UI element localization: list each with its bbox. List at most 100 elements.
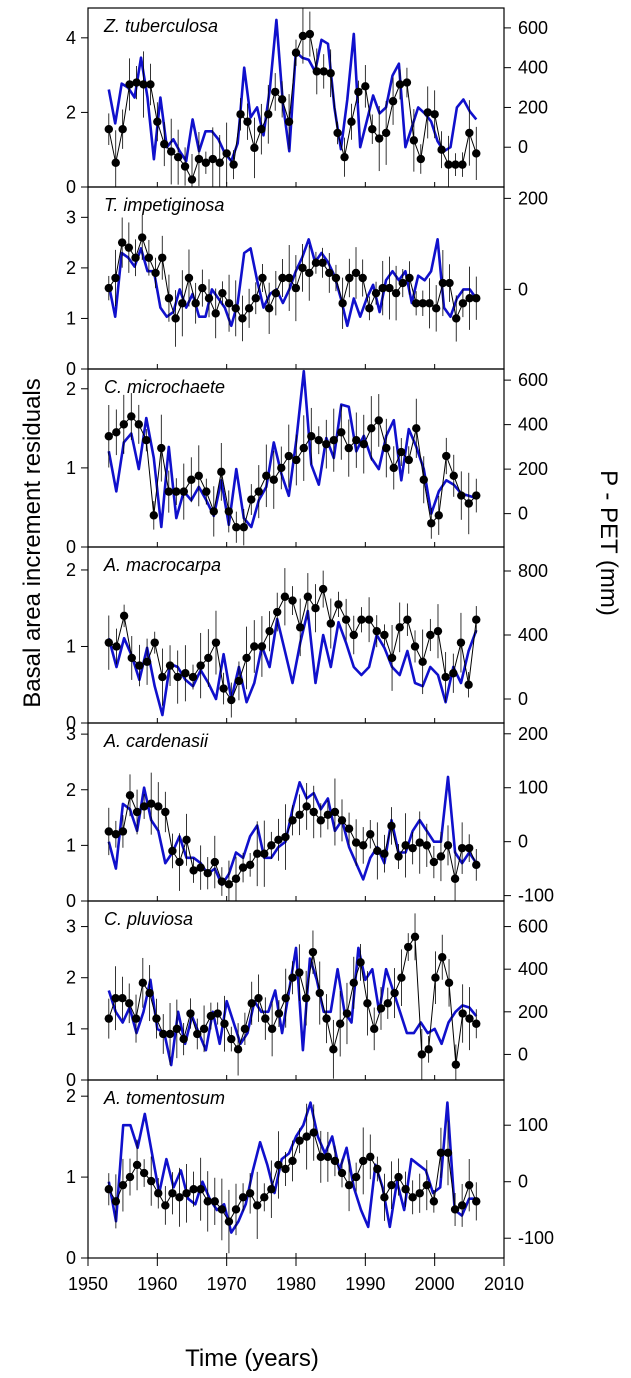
bai-point: [383, 999, 393, 1008]
bai-point: [281, 832, 290, 842]
bai-point: [111, 158, 120, 167]
bai-point: [161, 1201, 170, 1210]
bai-point: [284, 451, 293, 461]
bai-point: [164, 294, 174, 303]
left-y-tick-label: 2: [66, 102, 76, 122]
bai-point: [298, 263, 307, 273]
bai-point: [323, 810, 333, 819]
bai-point: [175, 1193, 184, 1202]
bai-point: [227, 695, 236, 705]
bai-point: [457, 491, 466, 500]
bai-point: [194, 471, 203, 480]
left-y-tick-label: 0: [66, 177, 76, 197]
bai-point: [465, 843, 474, 853]
bai-point: [363, 999, 372, 1008]
bai-point: [218, 288, 227, 298]
bai-point: [366, 830, 375, 839]
left-y-tick-label: 1: [66, 458, 76, 478]
bai-point: [472, 294, 481, 303]
bai-point: [250, 143, 259, 153]
bai-point: [201, 158, 211, 167]
bai-point: [231, 304, 240, 313]
bai-point: [398, 278, 407, 288]
bai-point: [423, 108, 432, 117]
bai-point: [247, 495, 256, 504]
bai-point: [211, 638, 221, 647]
bai-point: [381, 128, 391, 138]
bai-point: [434, 511, 443, 520]
left-y-tick-label: 2: [66, 968, 76, 988]
bai-point: [357, 615, 366, 624]
bai-point: [196, 1185, 205, 1194]
bai-point: [179, 487, 188, 496]
bai-point: [186, 1009, 195, 1018]
bai-point: [131, 1014, 141, 1023]
bai-point: [180, 162, 190, 171]
bai-point: [127, 412, 136, 421]
bai-point: [135, 661, 144, 670]
bai-point: [257, 642, 267, 651]
left-y-tick-label: 0: [66, 1248, 76, 1268]
bai-point: [118, 1180, 128, 1190]
bai-point: [361, 82, 370, 91]
panel-title: T. impetiginosa: [104, 195, 224, 215]
bai-point: [380, 1193, 389, 1202]
bai-point: [264, 304, 274, 313]
bai-point: [118, 124, 127, 134]
bai-point: [219, 684, 228, 693]
bai-point: [204, 294, 214, 303]
bai-point: [158, 253, 167, 262]
bai-point: [211, 309, 220, 318]
bai-point: [437, 145, 446, 154]
left-y-tick-label: 1: [66, 835, 76, 855]
bai-point: [412, 424, 421, 433]
bai-point: [451, 1060, 461, 1069]
bai-point: [378, 283, 387, 293]
bai-point: [344, 1180, 354, 1190]
left-y-tick-label: 0: [66, 537, 76, 557]
bai-point: [260, 849, 269, 858]
bai-point: [152, 1014, 161, 1023]
bai-point: [104, 432, 114, 441]
bai-point: [464, 499, 473, 508]
left-y-tick-label: 3: [66, 207, 76, 227]
bai-point: [240, 1024, 250, 1034]
bai-point: [175, 857, 184, 867]
bai-point: [111, 993, 120, 1003]
bai-point: [375, 134, 384, 143]
bai-point: [457, 1201, 467, 1210]
bai-point: [242, 653, 251, 663]
bai-point: [337, 816, 347, 825]
right-y-tick-label: 600: [518, 18, 548, 38]
bai-point: [458, 299, 468, 308]
bai-point: [376, 1004, 386, 1013]
bai-point: [359, 439, 368, 449]
bai-point: [431, 973, 440, 982]
bai-point: [344, 443, 353, 453]
bai-point: [380, 630, 389, 640]
bai-point: [433, 626, 443, 636]
bai-point: [422, 841, 431, 850]
right-y-tick-label: 0: [518, 689, 528, 709]
bai-point: [449, 669, 458, 678]
x-axis-tick-label: 2000: [415, 1274, 455, 1294]
bai-point: [429, 1197, 439, 1206]
bai-point: [371, 288, 381, 298]
bai-point: [220, 1019, 229, 1028]
bai-point: [258, 273, 267, 283]
bai-point: [227, 1034, 236, 1044]
panel: 0 1 2 3 0 200 400 600 C. pluviosa: [66, 900, 548, 1090]
bai-point: [159, 1029, 168, 1039]
bai-point: [210, 1197, 219, 1206]
bai-point: [112, 642, 121, 651]
bai-point: [416, 154, 425, 164]
bai-point: [139, 80, 148, 89]
panel: 0 1 2 0 200 400 600 C. microchaete: [66, 368, 548, 557]
bai-point: [295, 1136, 304, 1145]
bai-point: [436, 852, 446, 861]
bai-point: [458, 1009, 467, 1018]
bai-point: [316, 816, 325, 825]
bai-point: [288, 973, 297, 982]
panel-title: C. microchaete: [104, 377, 225, 397]
bai-point: [444, 160, 453, 169]
